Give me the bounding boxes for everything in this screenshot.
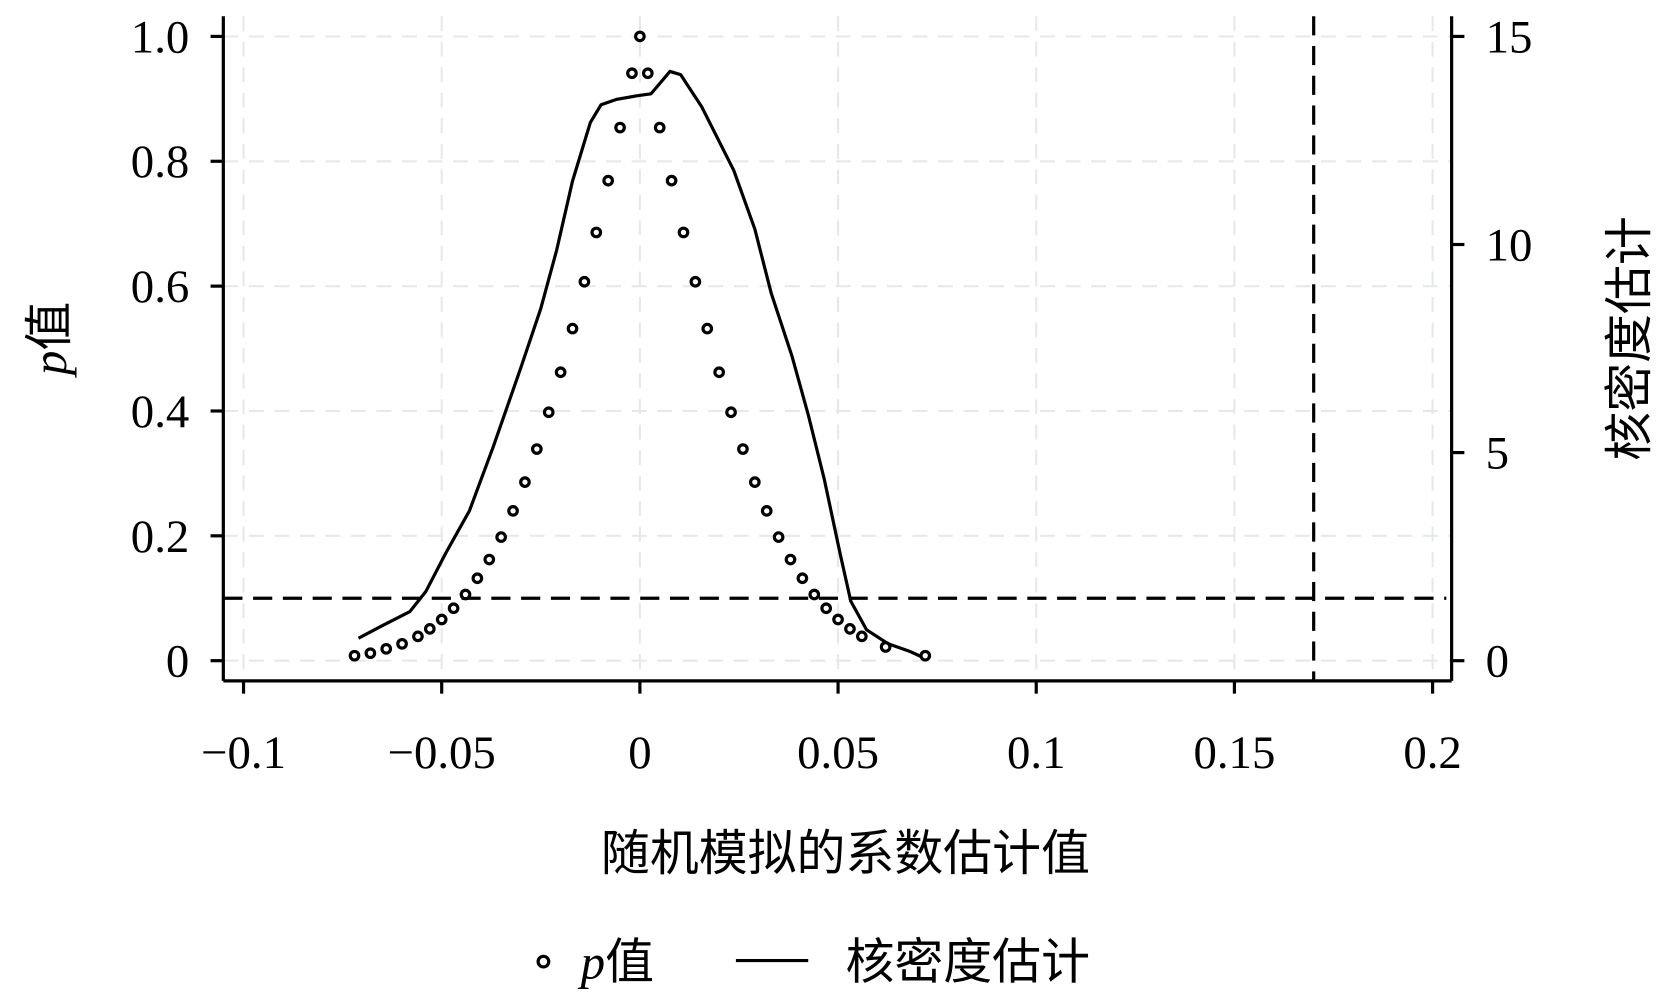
p-value-point <box>665 174 678 187</box>
p-value-point <box>641 67 654 80</box>
x-tick-label: 0.2 <box>1403 727 1461 779</box>
y-axis-right-title: 核密度估计 <box>1602 216 1657 461</box>
p-value-point <box>689 275 702 288</box>
legend-label-kde: 核密度估计 <box>845 935 1090 990</box>
p-value-point <box>530 443 543 455</box>
reference-lines <box>223 16 1447 681</box>
p-value-point <box>820 602 833 615</box>
p-value-point <box>634 30 646 43</box>
p-value-point <box>483 553 496 566</box>
p-value-point <box>380 642 393 655</box>
p-value-point <box>459 588 472 601</box>
y-left-tick-label: 1.0 <box>131 11 189 63</box>
y-left-tick-label: 0 <box>166 636 189 688</box>
series <box>348 30 932 662</box>
p-value-point <box>919 649 932 662</box>
kde-line <box>357 69 924 659</box>
p-value-point <box>507 505 519 517</box>
p-value-point <box>348 649 361 662</box>
tick-labels: −0.1 −0.05 0 0.05 0.1 0.15 0.2 0 0.2 0.4 0.6 0.8 1.0… <box>131 11 1533 779</box>
p-value-point <box>471 572 484 585</box>
p-value-point <box>653 121 666 134</box>
p-value-point <box>737 443 749 455</box>
p-value-point <box>701 322 714 335</box>
x-tick-label: 0 <box>628 727 651 779</box>
p-value-point <box>844 622 856 635</box>
p-value-point <box>578 275 591 288</box>
p-value-point <box>855 630 868 643</box>
p-value-point <box>748 476 761 488</box>
p-value-point <box>602 174 615 187</box>
p-value-point <box>396 637 408 650</box>
y-left-title-text: 值 <box>22 302 77 351</box>
p-value-point <box>519 476 531 488</box>
x-axis-title: 随机模拟的系数估计值 <box>601 826 1090 881</box>
legend-marker-circle <box>536 954 551 969</box>
p-value-point <box>677 226 690 239</box>
p-value-point <box>542 406 555 419</box>
p-value-point <box>435 613 448 626</box>
y-right-tick-label: 15 <box>1486 11 1533 63</box>
p-value-point <box>364 647 377 660</box>
y-right-tick-label: 10 <box>1486 219 1533 271</box>
legend-pvalue-text: 值 <box>605 935 654 990</box>
x-tick-label: 0.15 <box>1193 727 1275 779</box>
p-value-point <box>423 622 436 635</box>
x-tick-label: −0.05 <box>388 727 496 779</box>
y-left-title-italic: p <box>22 351 77 378</box>
legend-label-pvalue: p值 <box>578 935 654 990</box>
y-right-tick-label: 0 <box>1486 636 1509 688</box>
p-value-point <box>626 67 638 80</box>
p-value-point <box>566 322 579 335</box>
p-value-point <box>447 602 460 615</box>
y-axis-left-title: p值 <box>22 302 77 378</box>
y-left-tick-label: 0.4 <box>131 386 189 438</box>
p-value-point <box>713 366 726 379</box>
p-value-point <box>590 226 603 239</box>
p-value-point <box>772 531 785 543</box>
p-value-point <box>412 630 424 643</box>
p-value-point <box>784 553 797 566</box>
p-value-point <box>614 121 626 134</box>
y-right-tick-label: 5 <box>1486 428 1509 480</box>
p-value-point <box>495 531 508 543</box>
x-tick-label: 0.1 <box>1007 727 1065 779</box>
grid <box>223 16 1452 681</box>
p-value-point <box>879 641 892 653</box>
x-tick-label: 0.05 <box>797 727 879 779</box>
y-left-tick-label: 0.8 <box>131 136 189 188</box>
axes <box>210 16 1465 694</box>
y-left-tick-label: 0.2 <box>131 511 189 563</box>
y-left-tick-label: 0.6 <box>131 261 189 313</box>
p-value-point <box>725 406 737 419</box>
x-tick-label: −0.1 <box>201 727 286 779</box>
p-value-point <box>832 613 844 626</box>
p-value-point <box>554 366 567 379</box>
p-value-point <box>808 588 821 601</box>
p-value-point <box>796 572 809 585</box>
legend-pvalue-italic: p <box>578 935 605 990</box>
p-value-point <box>760 505 773 517</box>
legend: p值 核密度估计 <box>536 935 1090 990</box>
